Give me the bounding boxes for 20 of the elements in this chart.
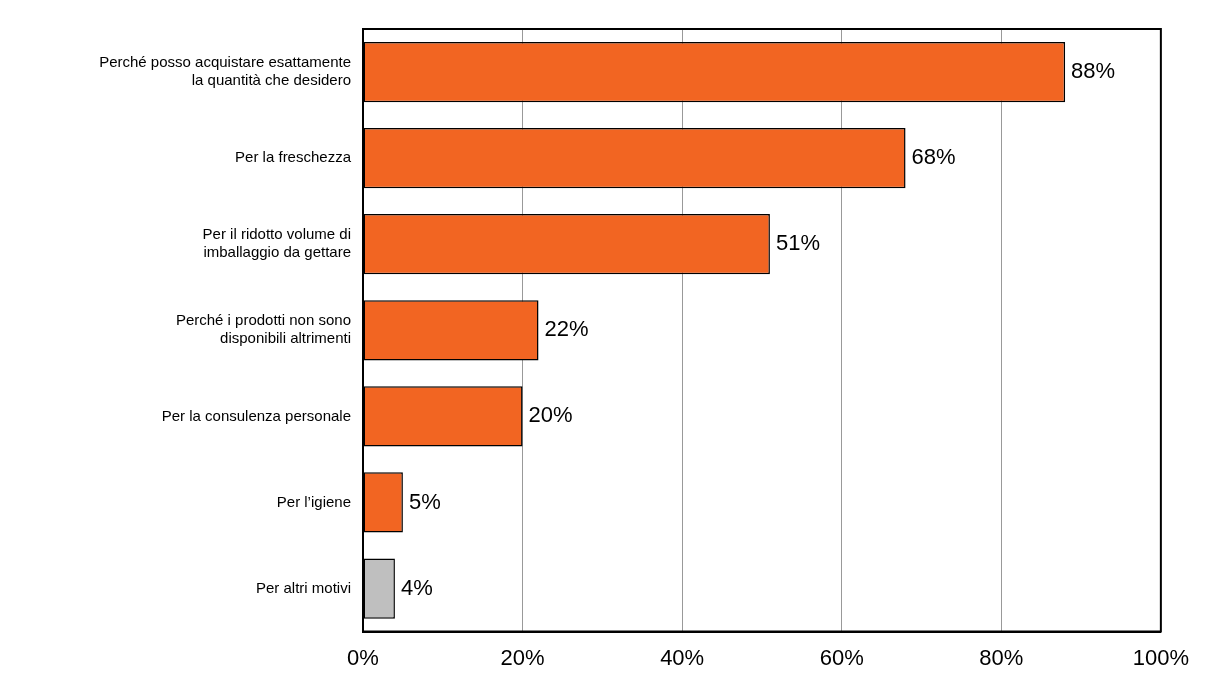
x-tick-label: 40% bbox=[660, 644, 705, 670]
x-tick-label: 60% bbox=[819, 644, 864, 670]
y-tick-label: Per il ridotto volume di imballaggio da gettare bbox=[202, 225, 351, 261]
x-tick-label: 80% bbox=[979, 644, 1024, 670]
y-tick-label: Per la consulenza personale bbox=[161, 406, 351, 424]
y-tick-label: Perché i prodotti non sono disponibili altrimenti bbox=[175, 311, 351, 347]
y-tick-label: Per l’igiene bbox=[276, 492, 351, 510]
data-label: 68% bbox=[911, 144, 956, 170]
x-tick-label: 100% bbox=[1132, 644, 1190, 670]
y-tick-label: Per la freschezza bbox=[235, 148, 352, 166]
data-label: 5% bbox=[408, 488, 441, 514]
y-tick-label: Perché posso acquistare esattamente la quantità che desidero bbox=[99, 53, 351, 89]
data-label: 51% bbox=[775, 230, 820, 256]
x-tick-label: 20% bbox=[500, 644, 545, 670]
y-tick-label: Per altri motivi bbox=[255, 578, 351, 596]
data-label: 22% bbox=[544, 316, 589, 342]
x-tick-label: 0% bbox=[347, 644, 379, 670]
data-label: 20% bbox=[528, 402, 573, 428]
data-label: 4% bbox=[400, 574, 433, 600]
data-label: 88% bbox=[1071, 58, 1116, 84]
